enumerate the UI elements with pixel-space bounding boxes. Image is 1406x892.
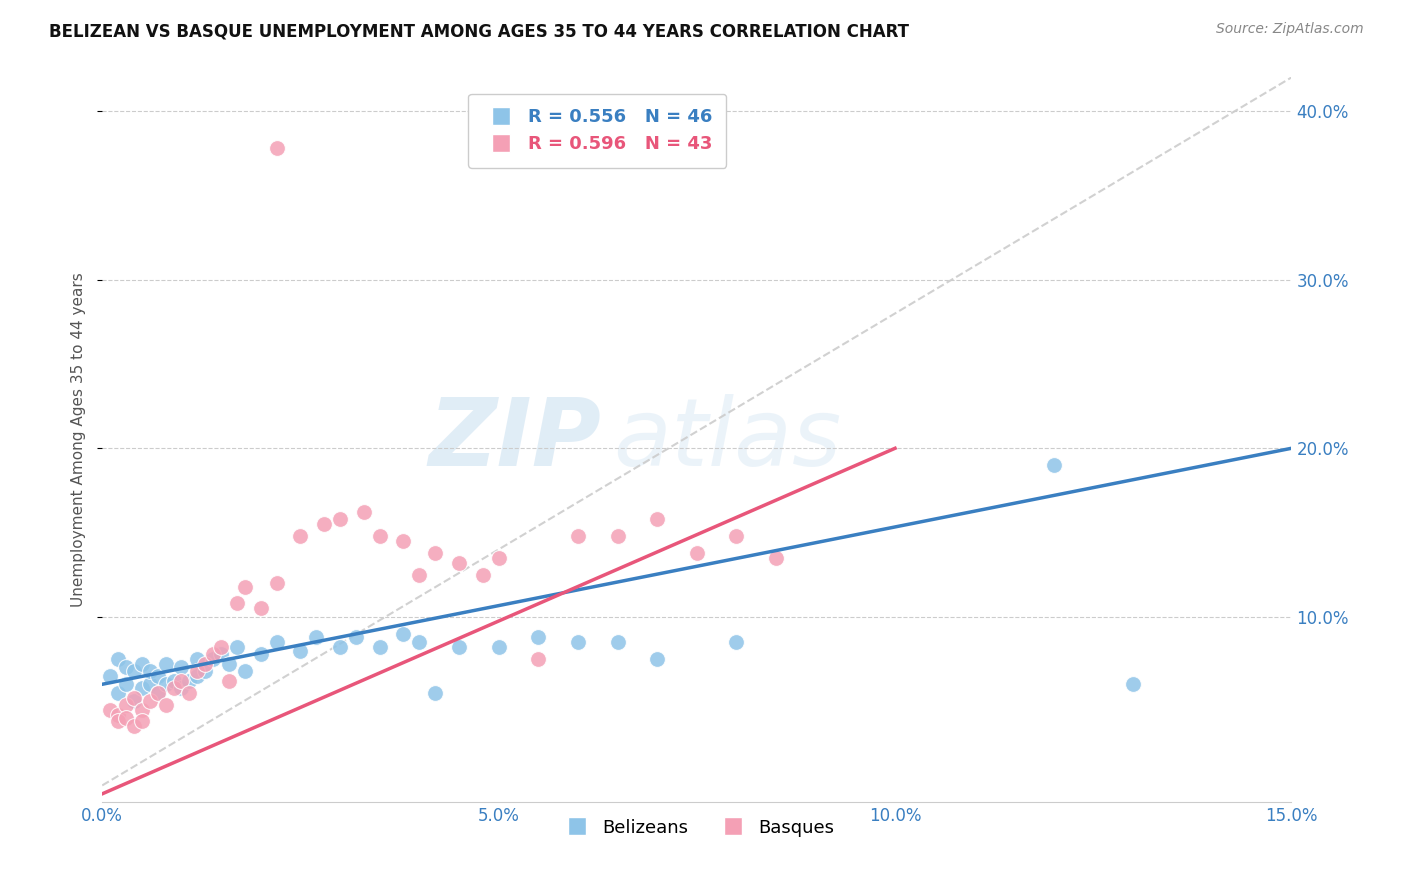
Point: [139, 664, 162, 678]
Point: [488, 640, 510, 655]
Point: [392, 533, 415, 548]
Point: [115, 677, 138, 691]
Point: [179, 673, 201, 688]
Point: [290, 643, 312, 657]
Point: [725, 529, 748, 543]
Point: [305, 630, 328, 644]
Point: [186, 652, 208, 666]
Point: [107, 652, 129, 666]
Point: [98, 669, 121, 683]
Point: [527, 630, 550, 644]
Text: atlas: atlas: [613, 394, 842, 485]
Point: [202, 652, 225, 666]
Text: ZIP: ZIP: [429, 394, 602, 486]
Point: [725, 635, 748, 649]
Point: [170, 660, 193, 674]
Point: [314, 517, 336, 532]
Point: [344, 630, 367, 644]
Point: [155, 657, 177, 671]
Point: [202, 647, 225, 661]
Point: [233, 580, 256, 594]
Point: [115, 711, 138, 725]
Point: [162, 681, 184, 695]
Text: BELIZEAN VS BASQUE UNEMPLOYMENT AMONG AGES 35 TO 44 YEARS CORRELATION CHART: BELIZEAN VS BASQUE UNEMPLOYMENT AMONG AG…: [49, 22, 910, 40]
Point: [146, 686, 169, 700]
Point: [186, 664, 208, 678]
Point: [218, 673, 240, 688]
Point: [567, 635, 589, 649]
Point: [146, 669, 169, 683]
Point: [170, 673, 193, 688]
Point: [122, 664, 145, 678]
Point: [139, 677, 162, 691]
Point: [425, 546, 447, 560]
Point: [266, 635, 288, 649]
Point: [226, 596, 249, 610]
Point: [209, 640, 232, 655]
Point: [249, 647, 271, 661]
Point: [606, 529, 628, 543]
Point: [139, 694, 162, 708]
Point: [115, 660, 138, 674]
Point: [107, 686, 129, 700]
Point: [290, 529, 312, 543]
Point: [218, 657, 240, 671]
Point: [392, 626, 415, 640]
Point: [131, 702, 153, 716]
Point: [527, 652, 550, 666]
Point: [146, 686, 169, 700]
Point: [155, 677, 177, 691]
Point: [606, 635, 628, 649]
Text: Source: ZipAtlas.com: Source: ZipAtlas.com: [1216, 22, 1364, 37]
Point: [131, 714, 153, 729]
Point: [645, 512, 668, 526]
Point: [98, 702, 121, 716]
Point: [155, 698, 177, 712]
Point: [645, 652, 668, 666]
Point: [447, 640, 470, 655]
Point: [209, 647, 232, 661]
Point: [447, 556, 470, 570]
Point: [765, 550, 787, 565]
Point: [408, 635, 430, 649]
Point: [249, 601, 271, 615]
Point: [425, 686, 447, 700]
Point: [1122, 677, 1144, 691]
Point: [567, 529, 589, 543]
Point: [368, 529, 391, 543]
Point: [122, 694, 145, 708]
Point: [1042, 458, 1064, 472]
Point: [186, 669, 208, 683]
Point: [408, 567, 430, 582]
Point: [122, 690, 145, 705]
Point: [162, 673, 184, 688]
Point: [368, 640, 391, 655]
Point: [194, 657, 217, 671]
Point: [226, 640, 249, 655]
Point: [266, 141, 288, 155]
Point: [107, 714, 129, 729]
Point: [471, 567, 494, 582]
Point: [488, 550, 510, 565]
Point: [122, 719, 145, 733]
Point: [107, 707, 129, 722]
Point: [115, 698, 138, 712]
Point: [266, 576, 288, 591]
Point: [170, 681, 193, 695]
Point: [353, 505, 375, 519]
Point: [686, 546, 709, 560]
Y-axis label: Unemployment Among Ages 35 to 44 years: Unemployment Among Ages 35 to 44 years: [72, 272, 86, 607]
Point: [131, 681, 153, 695]
Point: [131, 657, 153, 671]
Point: [179, 686, 201, 700]
Point: [194, 664, 217, 678]
Point: [329, 512, 352, 526]
Point: [233, 664, 256, 678]
Point: [329, 640, 352, 655]
Legend: Belizeans, Basques: Belizeans, Basques: [551, 812, 842, 844]
